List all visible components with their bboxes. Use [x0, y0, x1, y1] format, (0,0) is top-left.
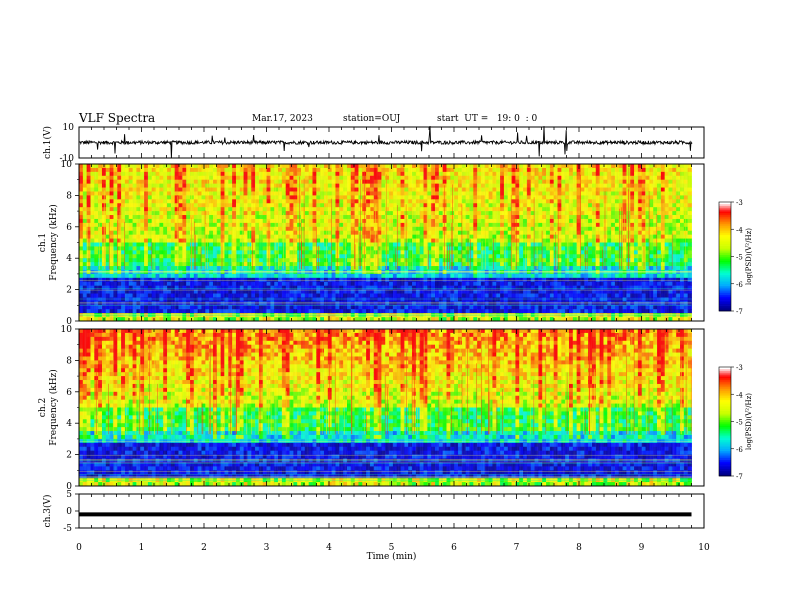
spectrogram-ch1: [79, 164, 692, 322]
date-label: Mar.17, 2023: [252, 114, 313, 124]
y-tick-label: -10: [60, 154, 75, 164]
y-tick-label: 10: [63, 123, 75, 133]
ch1-waveform: [79, 125, 693, 159]
figure-title: VLF Spectra: [79, 111, 156, 125]
start-time-label: start UT = 19: 0 : 0: [437, 114, 538, 124]
station-label: station=OUJ: [343, 114, 401, 124]
y-axis-label: ch.1(V): [42, 126, 53, 159]
